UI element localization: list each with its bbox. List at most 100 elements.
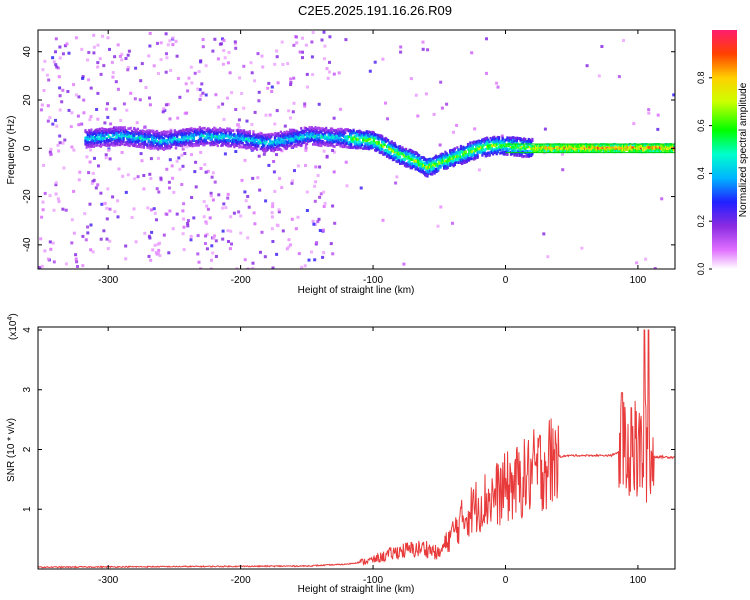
spectrogram-cell: [394, 150, 397, 154]
spectrogram-cell: [619, 148, 622, 151]
spectrogram-cell: [487, 138, 490, 142]
spectrogram-cell: [124, 190, 128, 194]
spectrogram-x-label: Height of straight line (km): [298, 285, 415, 296]
spectrogram-cell: [243, 190, 247, 194]
spectrogram-cell: [389, 152, 392, 155]
spectrogram-cell: [226, 134, 229, 137]
spectrogram-cell: [272, 160, 276, 163]
spectrogram-cell: [111, 138, 115, 142]
spectrogram-cell: [366, 137, 369, 140]
spectrogram-cell: [315, 140, 318, 143]
spectrogram-cell: [332, 72, 336, 76]
spectrogram-cell: [325, 67, 329, 71]
spectrogram-cell: [240, 136, 243, 140]
spectrogram-cell: [170, 164, 174, 168]
spectrogram-cell: [307, 137, 310, 140]
spectrogram-cell: [228, 136, 231, 139]
spectrogram-cell: [153, 211, 157, 215]
spectrogram-cell: [620, 144, 623, 147]
spectrogram-cell: [502, 143, 505, 147]
spectrogram-cell: [74, 253, 78, 257]
spectrogram-cell: [493, 151, 496, 154]
spectrogram-cell: [345, 142, 348, 145]
spectrogram-cell: [311, 73, 315, 77]
spectrogram-cell: [656, 143, 659, 146]
spectrogram-cell: [228, 127, 231, 131]
spectrogram-cell: [345, 145, 348, 149]
spectrogram-cell: [134, 138, 137, 142]
spectrogram-cell: [526, 144, 529, 148]
snr-y-tick-label: 4: [22, 327, 33, 333]
spectrogram-cell: [416, 153, 420, 156]
spectrogram-cell: [338, 134, 341, 137]
spectrogram-cell: [571, 146, 574, 150]
spectrogram-cell: [204, 137, 207, 140]
spectrogram-cell: [292, 131, 296, 134]
spectrogram-cell: [308, 135, 311, 139]
spectrogram-cell: [666, 150, 669, 153]
spectrogram-cell: [180, 133, 184, 137]
spectrogram-cell: [418, 163, 421, 167]
spectrogram-cell: [154, 138, 157, 142]
spectrogram-cell: [178, 140, 181, 143]
spectrogram-cell: [309, 127, 312, 130]
spectrogram-cell: [381, 135, 384, 138]
colorbar-tick-label: 0.8: [696, 72, 706, 85]
spectrogram-cell: [222, 202, 226, 206]
spectrogram-cell: [481, 146, 484, 149]
spectrogram-cell: [276, 133, 279, 136]
spectrogram-cell: [128, 137, 131, 141]
spectrogram-cell: [599, 147, 602, 151]
spectrogram-cell: [259, 137, 262, 141]
spectrogram-cell: [98, 131, 101, 135]
spectrogram-cell: [103, 130, 106, 134]
spectrogram-cell: [507, 143, 510, 146]
spectrogram-cell: [593, 150, 596, 153]
spectrogram-cell: [492, 149, 495, 153]
spectrogram-cell: [252, 141, 255, 144]
spectrogram-cell: [147, 141, 150, 144]
spectrogram-cell: [148, 146, 151, 149]
spectrogram-cell: [163, 148, 166, 151]
spectrogram-cell: [242, 64, 246, 68]
spectrogram-cell: [268, 113, 272, 117]
spectrogram-cell: [265, 148, 268, 151]
spectrogram-cell: [422, 167, 425, 170]
spectrogram-cell: [368, 147, 371, 151]
spectrogram-cell: [191, 142, 194, 146]
spectrogram-cell: [189, 140, 192, 143]
spectrogram-cell: [209, 267, 213, 269]
spectrogram-cell: [413, 165, 416, 168]
spectrogram-cell: [478, 142, 482, 145]
spectrogram-cell: [153, 141, 156, 144]
spectrogram-cell: [508, 136, 511, 140]
spectrogram-cell: [226, 127, 229, 131]
spectrogram-cell: [562, 150, 565, 154]
spectrogram-cell: [493, 148, 496, 151]
spectrogram-cell: [359, 134, 362, 137]
spectrogram-cell: [247, 144, 250, 148]
spectrogram-cell: [219, 128, 222, 132]
spectrogram-cell: [89, 248, 93, 252]
spectrogram-cell: [346, 145, 349, 149]
spectrogram-cell: [356, 146, 359, 149]
spectrogram-cell: [449, 156, 452, 159]
spectrogram-cell: [388, 150, 391, 154]
spectrogram-cell: [159, 41, 163, 45]
spectrogram-cell: [72, 189, 76, 193]
spectrogram-cell: [472, 140, 476, 144]
spectrogram-cell: [207, 136, 210, 140]
spectrogram-cell: [76, 265, 79, 268]
spectrogram-cell: [306, 127, 309, 131]
spectrogram-cell: [610, 146, 613, 149]
spectrogram-cell: [247, 143, 250, 146]
spectrogram-cell: [500, 145, 503, 149]
spectrogram-cell: [250, 141, 253, 145]
spectrogram-cell: [287, 245, 291, 249]
spectrogram-cell: [540, 150, 543, 153]
spectrogram-cell: [189, 234, 193, 238]
spectrogram-cell: [629, 146, 632, 149]
spectrogram-cell: [246, 146, 249, 149]
spectrogram-cell: [102, 127, 105, 131]
spectrogram-cell: [426, 169, 429, 173]
